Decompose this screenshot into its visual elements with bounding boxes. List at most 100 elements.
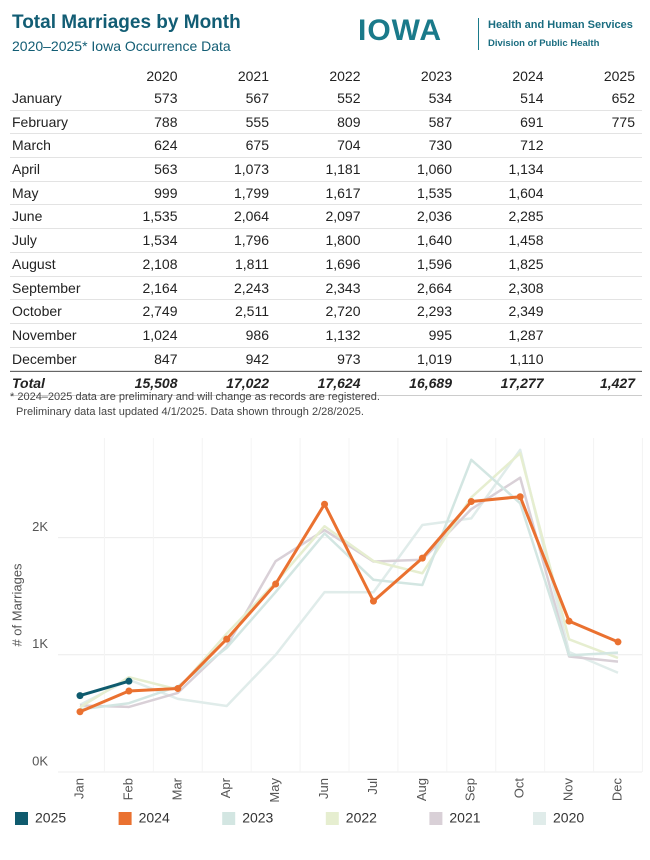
column-header: 2021 [237, 68, 269, 84]
column-header: 2024 [512, 68, 544, 84]
point [614, 638, 622, 646]
subtitle: 2020–2025* Iowa Occurrence Data [12, 38, 231, 54]
cell: 999 [154, 184, 178, 201]
table-row: September 2,164 2,243 2,343 2,664 2,308 [10, 277, 642, 301]
column-header: 2023 [420, 68, 452, 84]
table-row: May 999 1,799 1,617 1,535 1,604 [10, 182, 642, 206]
cell: 2,293 [416, 303, 452, 320]
cell: 624 [154, 137, 178, 154]
logo: IOWA [358, 14, 442, 47]
cell: 1,617 [325, 184, 361, 201]
cell: 16,689 [409, 375, 452, 392]
table-row: October 2,749 2,511 2,720 2,293 2,349 [10, 300, 642, 324]
cell: December [12, 350, 77, 367]
cell: 2,064 [233, 208, 269, 225]
table-row: November 1,024 986 1,132 995 1,287 [10, 324, 642, 348]
cell: 1,800 [325, 232, 361, 249]
legend-swatch [325, 812, 339, 825]
x-tick-label: Jul [365, 778, 380, 795]
cell: 1,796 [233, 232, 269, 249]
header-row: 2020 2021 2022 2023 2024 2025 [10, 66, 642, 87]
corner [10, 66, 88, 87]
table-row: June 1,535 2,064 2,097 2,036 2,285 [10, 205, 642, 230]
point [467, 498, 475, 506]
cell: February [12, 113, 69, 130]
total-row: Total 15,508 17,022 17,624 16,689 17,277 1,427 [10, 371, 642, 396]
cell: 1,604 [508, 184, 544, 201]
legend-swatch [429, 812, 443, 825]
y-tick-label: 1K [32, 636, 48, 651]
x-tick-label: Jan [71, 778, 86, 799]
point [272, 580, 280, 588]
legend-swatch [533, 812, 546, 825]
cell: 1,535 [416, 184, 452, 201]
note: * 2024–2025 data are preliminary and wil… [10, 391, 380, 403]
x-tick-label: Feb [120, 778, 135, 800]
y-tick-label: 2K [32, 519, 48, 534]
legend-label: 2020 [553, 810, 584, 826]
cell: 2,036 [416, 208, 452, 225]
cell: 1,640 [416, 232, 452, 249]
cell: 691 [520, 113, 544, 130]
legend-swatch [118, 812, 132, 825]
cell: 704 [337, 137, 361, 154]
table-row: January 573 567 552 534 514 652 [10, 87, 642, 111]
legend-swatch [15, 812, 28, 825]
cell: 1,060 [416, 161, 452, 178]
cell: 775 [611, 113, 635, 130]
cell: Total [12, 375, 45, 392]
column-header: 2020 [146, 68, 178, 84]
cell: 788 [154, 113, 178, 130]
x-tick-label: Apr [218, 777, 233, 798]
cell: 1,534 [142, 232, 178, 249]
table-row: December 847 942 973 1,019 1,110 [10, 348, 642, 372]
cell: March [12, 137, 51, 154]
org-name: Health and Human Services [488, 19, 633, 31]
cell: 514 [520, 90, 544, 106]
division-name: Division of Public Health [488, 38, 600, 49]
cell: 1,427 [599, 375, 635, 392]
cell: 1,019 [416, 350, 452, 367]
series-line [79, 476, 619, 709]
cell: 1,132 [325, 326, 361, 343]
point [418, 554, 426, 562]
cell: 1,287 [508, 326, 544, 343]
x-tick-label: Nov [561, 778, 576, 802]
cell: 809 [337, 113, 361, 130]
logo-divider [478, 18, 479, 50]
point [76, 708, 84, 716]
cell: 1,134 [508, 161, 544, 178]
cell: 2,511 [235, 303, 269, 320]
cell: 2,664 [416, 279, 452, 296]
legend-swatch [222, 812, 236, 825]
point [223, 635, 231, 643]
point [565, 617, 573, 625]
cell: 2,097 [325, 208, 361, 225]
series-line [79, 495, 619, 714]
cell: June [12, 208, 43, 225]
table: 2020 2021 2022 2023 2024 2025 January 573 567 552… [10, 66, 642, 396]
point [125, 677, 133, 685]
cell: 1,073 [233, 161, 269, 178]
cell: 563 [154, 161, 178, 178]
cell: 1,811 [235, 255, 269, 272]
legend-label: 2024 [139, 810, 170, 826]
cell: 573 [154, 90, 178, 106]
cell: 2,285 [508, 208, 544, 225]
cell: April [12, 161, 41, 178]
cell: 2,243 [233, 279, 269, 296]
cell: 2,164 [142, 279, 178, 296]
point [369, 597, 377, 605]
cell: 2,308 [508, 279, 544, 296]
series-line [79, 679, 130, 698]
cell: 942 [245, 350, 269, 367]
point [76, 692, 84, 700]
table-row: April 563 1,073 1,181 1,060 1,134 [10, 158, 642, 182]
table-row: March 624 675 704 730 712 [10, 134, 642, 159]
legend-label: 2023 [242, 810, 273, 826]
cell: 534 [428, 90, 452, 106]
cell: 995 [428, 326, 452, 343]
cell: 2,349 [508, 303, 544, 320]
point [174, 685, 182, 693]
cell: 2,343 [325, 279, 361, 296]
